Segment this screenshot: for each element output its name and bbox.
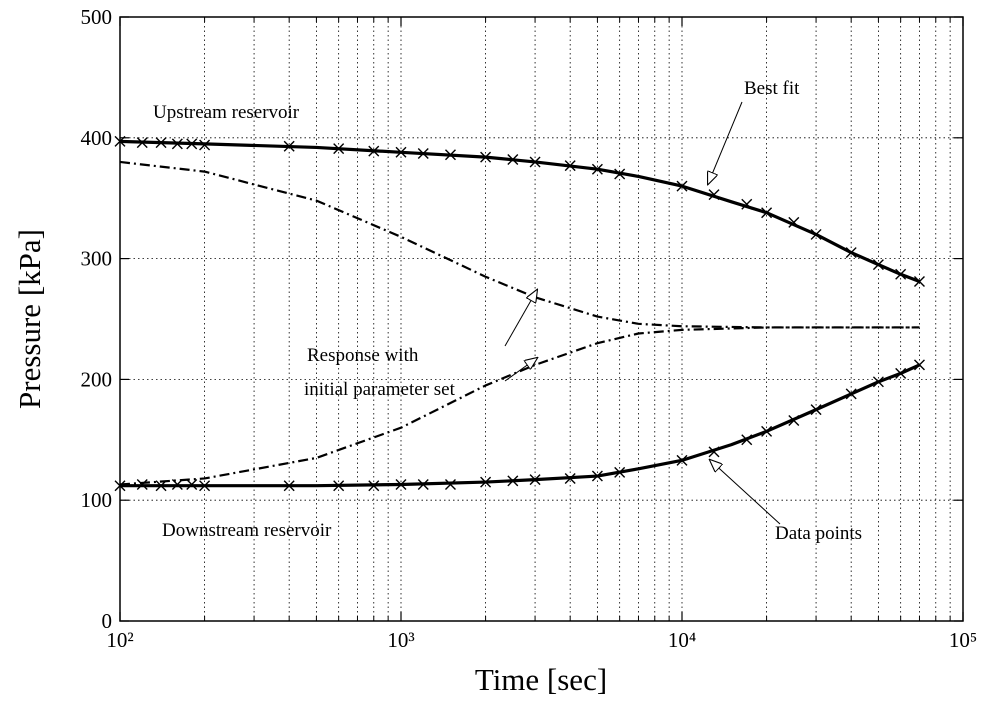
data-point bbox=[444, 149, 456, 161]
initial-response-line bbox=[119, 160, 920, 329]
annotation-arrow bbox=[504, 358, 537, 382]
y-tick-label: 0 bbox=[102, 609, 113, 633]
data-point bbox=[368, 145, 380, 157]
y-tick-label: 400 bbox=[81, 126, 113, 150]
annotation-arrow bbox=[708, 101, 743, 184]
data-point bbox=[741, 198, 753, 210]
data-point bbox=[186, 138, 198, 150]
data-point bbox=[333, 143, 345, 155]
data-point bbox=[480, 476, 492, 488]
data-point bbox=[136, 137, 148, 149]
data-point bbox=[741, 434, 753, 446]
data-point bbox=[913, 276, 925, 288]
x-tick-label: 10⁴ bbox=[668, 628, 696, 652]
data-point bbox=[395, 146, 407, 158]
data-point bbox=[444, 479, 456, 490]
data-point bbox=[283, 140, 295, 152]
data-point bbox=[810, 404, 822, 416]
data-point bbox=[676, 454, 688, 466]
data-point bbox=[136, 479, 148, 490]
data-point bbox=[761, 207, 773, 219]
data-point bbox=[913, 359, 925, 371]
y-tick-label: 500 bbox=[81, 5, 113, 29]
best-fit-line bbox=[119, 139, 921, 284]
data-point bbox=[591, 470, 603, 482]
plot-frame bbox=[119, 16, 964, 622]
ticks: 10² 10³ 10⁴ 10⁵ 0 100 200 300 400 500 bbox=[81, 5, 978, 652]
data-point bbox=[417, 479, 429, 490]
annotation: Data points bbox=[775, 523, 862, 544]
data-point bbox=[283, 480, 295, 492]
data-point bbox=[810, 228, 822, 240]
x-tick-label: 10³ bbox=[387, 628, 414, 652]
y-tick-label: 200 bbox=[81, 367, 113, 391]
annotation: Upstream reservoir bbox=[153, 102, 300, 123]
annotation: Downstream reservoir bbox=[162, 520, 332, 541]
data-point bbox=[529, 156, 541, 168]
x-tick-label: 10⁵ bbox=[949, 628, 977, 652]
data-point bbox=[591, 163, 603, 175]
data-point bbox=[614, 466, 626, 478]
data-point bbox=[676, 180, 688, 192]
data-point bbox=[480, 151, 492, 163]
data-point bbox=[155, 137, 167, 149]
annotation: Best fit bbox=[744, 78, 800, 99]
data-point bbox=[788, 216, 800, 228]
y-axis-title: Pressure [kPa] bbox=[12, 229, 47, 409]
data-point bbox=[708, 446, 720, 458]
y-tick-label: 100 bbox=[81, 488, 113, 512]
data-point bbox=[333, 480, 345, 492]
data-point bbox=[708, 189, 720, 201]
data-point bbox=[395, 479, 407, 490]
data-point bbox=[872, 259, 884, 271]
data-point bbox=[507, 154, 519, 166]
data-point bbox=[845, 247, 857, 259]
x-tick-label: 10² bbox=[106, 628, 133, 652]
data-point bbox=[564, 160, 576, 172]
data-point bbox=[199, 139, 211, 151]
data-point bbox=[417, 148, 429, 159]
plot bbox=[114, 135, 925, 492]
data-point bbox=[761, 425, 773, 437]
data-point bbox=[507, 475, 519, 487]
data-point bbox=[788, 414, 800, 426]
annotation-arrow bbox=[710, 460, 781, 525]
annotation: initial parameter set bbox=[304, 379, 456, 400]
data-point bbox=[171, 138, 183, 150]
data-point bbox=[564, 472, 576, 484]
data-point bbox=[872, 376, 884, 388]
data-point bbox=[895, 268, 907, 280]
data-point bbox=[895, 367, 907, 379]
data-point bbox=[614, 168, 626, 180]
data-point bbox=[186, 479, 198, 490]
annotation-arrow bbox=[504, 290, 537, 347]
initial-response-line bbox=[119, 326, 920, 486]
y-tick-label: 300 bbox=[81, 247, 113, 271]
best-fit-line bbox=[120, 363, 921, 488]
data-point bbox=[199, 480, 211, 492]
x-axis-title: Time [sec] bbox=[475, 662, 607, 697]
data-point bbox=[368, 480, 380, 492]
annotation: Response with bbox=[307, 345, 419, 366]
data-point bbox=[529, 474, 541, 486]
data-point bbox=[845, 388, 857, 400]
